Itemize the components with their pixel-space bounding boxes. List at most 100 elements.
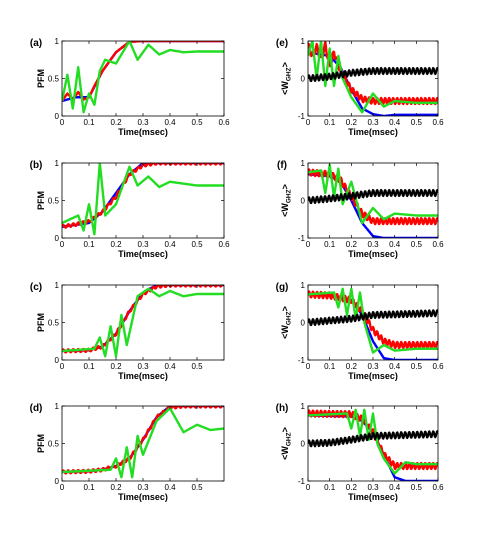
panel-label: (f): [277, 160, 287, 171]
y-tick-label: 1: [301, 159, 306, 168]
panel-d: 0 0.1 0.2 0.3 0.4 0.5 0 0.5 1 Time(msec) PFM (d): [30, 402, 225, 502]
x-tick-label: 0.5: [411, 362, 423, 371]
x-tick-label: 0.1: [83, 483, 95, 492]
x-tick-label: 0.1: [83, 362, 95, 371]
y-tick-label: 0: [55, 356, 60, 365]
y-tick-label: 1: [55, 402, 60, 411]
y-tick-label: 0: [301, 319, 306, 328]
x-tick-label: 0.6: [432, 118, 444, 127]
x-tick-label: 0: [60, 240, 65, 249]
series-red: [62, 41, 224, 102]
y-tick-label: 0.5: [48, 319, 60, 328]
panel-b: 0 0.1 0.2 0.3 0.4 0.5 0.6 0 0.5 1 Time(msec) PFM (b): [30, 159, 231, 259]
x-tick-label: 0.3: [137, 118, 149, 127]
panel-h: 0 0.1 0.2 0.3 0.4 0.5 0.6-101Time(msec)<WGHZ>(…: [276, 402, 445, 502]
y-tick-label: 0: [55, 477, 60, 486]
y-tick-label: -1: [298, 234, 306, 243]
series-green: [62, 287, 224, 358]
x-tick-label: 0.3: [367, 483, 379, 492]
x-tick-label: 0.2: [346, 118, 358, 127]
y-tick-label: 1: [55, 281, 60, 290]
panel-label: (h): [276, 403, 289, 414]
y-tick-label: 0: [301, 75, 306, 84]
x-tick-label: 0.5: [191, 362, 203, 371]
series-green: [62, 407, 224, 479]
x-tick-label: 0.1: [324, 362, 336, 371]
x-tick-label: 0.4: [389, 240, 401, 249]
series-blue: [308, 414, 438, 481]
series-blue: [62, 163, 224, 228]
x-tick-label: 0.3: [137, 362, 149, 371]
x-tick-label: 0.4: [164, 483, 176, 492]
panel-g: 0 0.1 0.2 0.3 0.4 0.5 0.6-101Time(msec)<WGHZ>(…: [276, 281, 445, 381]
x-axis-label: Time(msec): [348, 371, 398, 381]
x-tick-label: 0.1: [324, 483, 336, 492]
x-tick-label: 0.3: [367, 362, 379, 371]
series-green: [308, 287, 438, 354]
x-tick-label: 0.6: [218, 240, 230, 249]
x-tick-label: 0: [306, 483, 311, 492]
y-tick-label: 1: [301, 37, 306, 46]
x-tick-label: 0: [60, 483, 65, 492]
x-tick-label: 0.2: [346, 240, 358, 249]
x-tick-label: 0.1: [83, 118, 95, 127]
x-tick-label: 0.4: [389, 483, 401, 492]
x-axis-label: Time(msec): [118, 371, 168, 381]
series-red: [308, 409, 438, 471]
panel-label: (b): [30, 160, 43, 171]
x-tick-label: 0.6: [432, 362, 444, 371]
x-tick-label: 0.4: [164, 240, 176, 249]
x-tick-label: 0.4: [389, 118, 401, 127]
x-tick-label: 0: [306, 118, 311, 127]
axes-box: [61, 162, 225, 239]
x-tick-label: 0.2: [110, 362, 122, 371]
x-tick-label: 0.2: [110, 118, 122, 127]
x-tick-label: 0.3: [367, 118, 379, 127]
panel-label: (e): [276, 38, 288, 49]
y-tick-label: -1: [298, 112, 306, 121]
panel-label: (c): [30, 282, 42, 293]
x-tick-label: 0.1: [324, 240, 336, 249]
y-axis-label: <WGHZ>: [280, 184, 293, 217]
y-axis-label: PFM: [36, 313, 46, 332]
x-tick-label: 0.3: [137, 240, 149, 249]
series-green: [308, 408, 438, 475]
y-tick-label: 1: [301, 402, 306, 411]
y-tick-label: 0.5: [48, 197, 60, 206]
x-tick-label: 0.2: [346, 483, 358, 492]
series-black: [308, 309, 438, 327]
x-tick-label: 0.2: [110, 483, 122, 492]
x-tick-label: 0.3: [137, 483, 149, 492]
x-axis-label: Time(msec): [118, 492, 168, 502]
panel-c: 0 0.1 0.2 0.3 0.4 0.5 0 0.5 1 Time(msec) PFM (c): [30, 281, 225, 381]
x-axis-label: Time(msec): [118, 249, 168, 259]
series-red: [308, 41, 438, 106]
y-tick-label: 0.5: [48, 75, 60, 84]
y-tick-label: 0: [55, 112, 60, 121]
x-tick-label: 0.4: [164, 362, 176, 371]
y-tick-label: -1: [298, 477, 306, 486]
x-tick-label: 0.3: [367, 240, 379, 249]
y-tick-label: 1: [301, 281, 306, 290]
x-tick-label: 0: [60, 362, 65, 371]
x-tick-label: 0.5: [191, 118, 203, 127]
y-tick-label: 0: [55, 234, 60, 243]
x-tick-label: 0.6: [432, 240, 444, 249]
x-axis-label: Time(msec): [348, 492, 398, 502]
x-axis-label: Time(msec): [348, 127, 398, 137]
series-green: [62, 163, 224, 236]
x-tick-label: 0.5: [411, 240, 423, 249]
series-blue: [62, 41, 224, 103]
y-axis-label: PFM: [36, 434, 46, 453]
x-tick-label: 0.5: [191, 483, 203, 492]
series-red: [62, 406, 224, 475]
x-tick-label: 0.1: [324, 118, 336, 127]
panel-e: 0 0.1 0.2 0.3 0.4 0.5 0.6-101Time(msec)<WGHZ>(…: [276, 37, 444, 137]
series-green: [62, 41, 224, 114]
y-axis-label: <WGHZ>: [280, 62, 293, 95]
x-tick-label: 0.2: [110, 240, 122, 249]
panel-label: (d): [30, 403, 43, 414]
y-tick-label: 0.5: [48, 440, 60, 449]
x-axis-label: Time(msec): [348, 249, 398, 259]
